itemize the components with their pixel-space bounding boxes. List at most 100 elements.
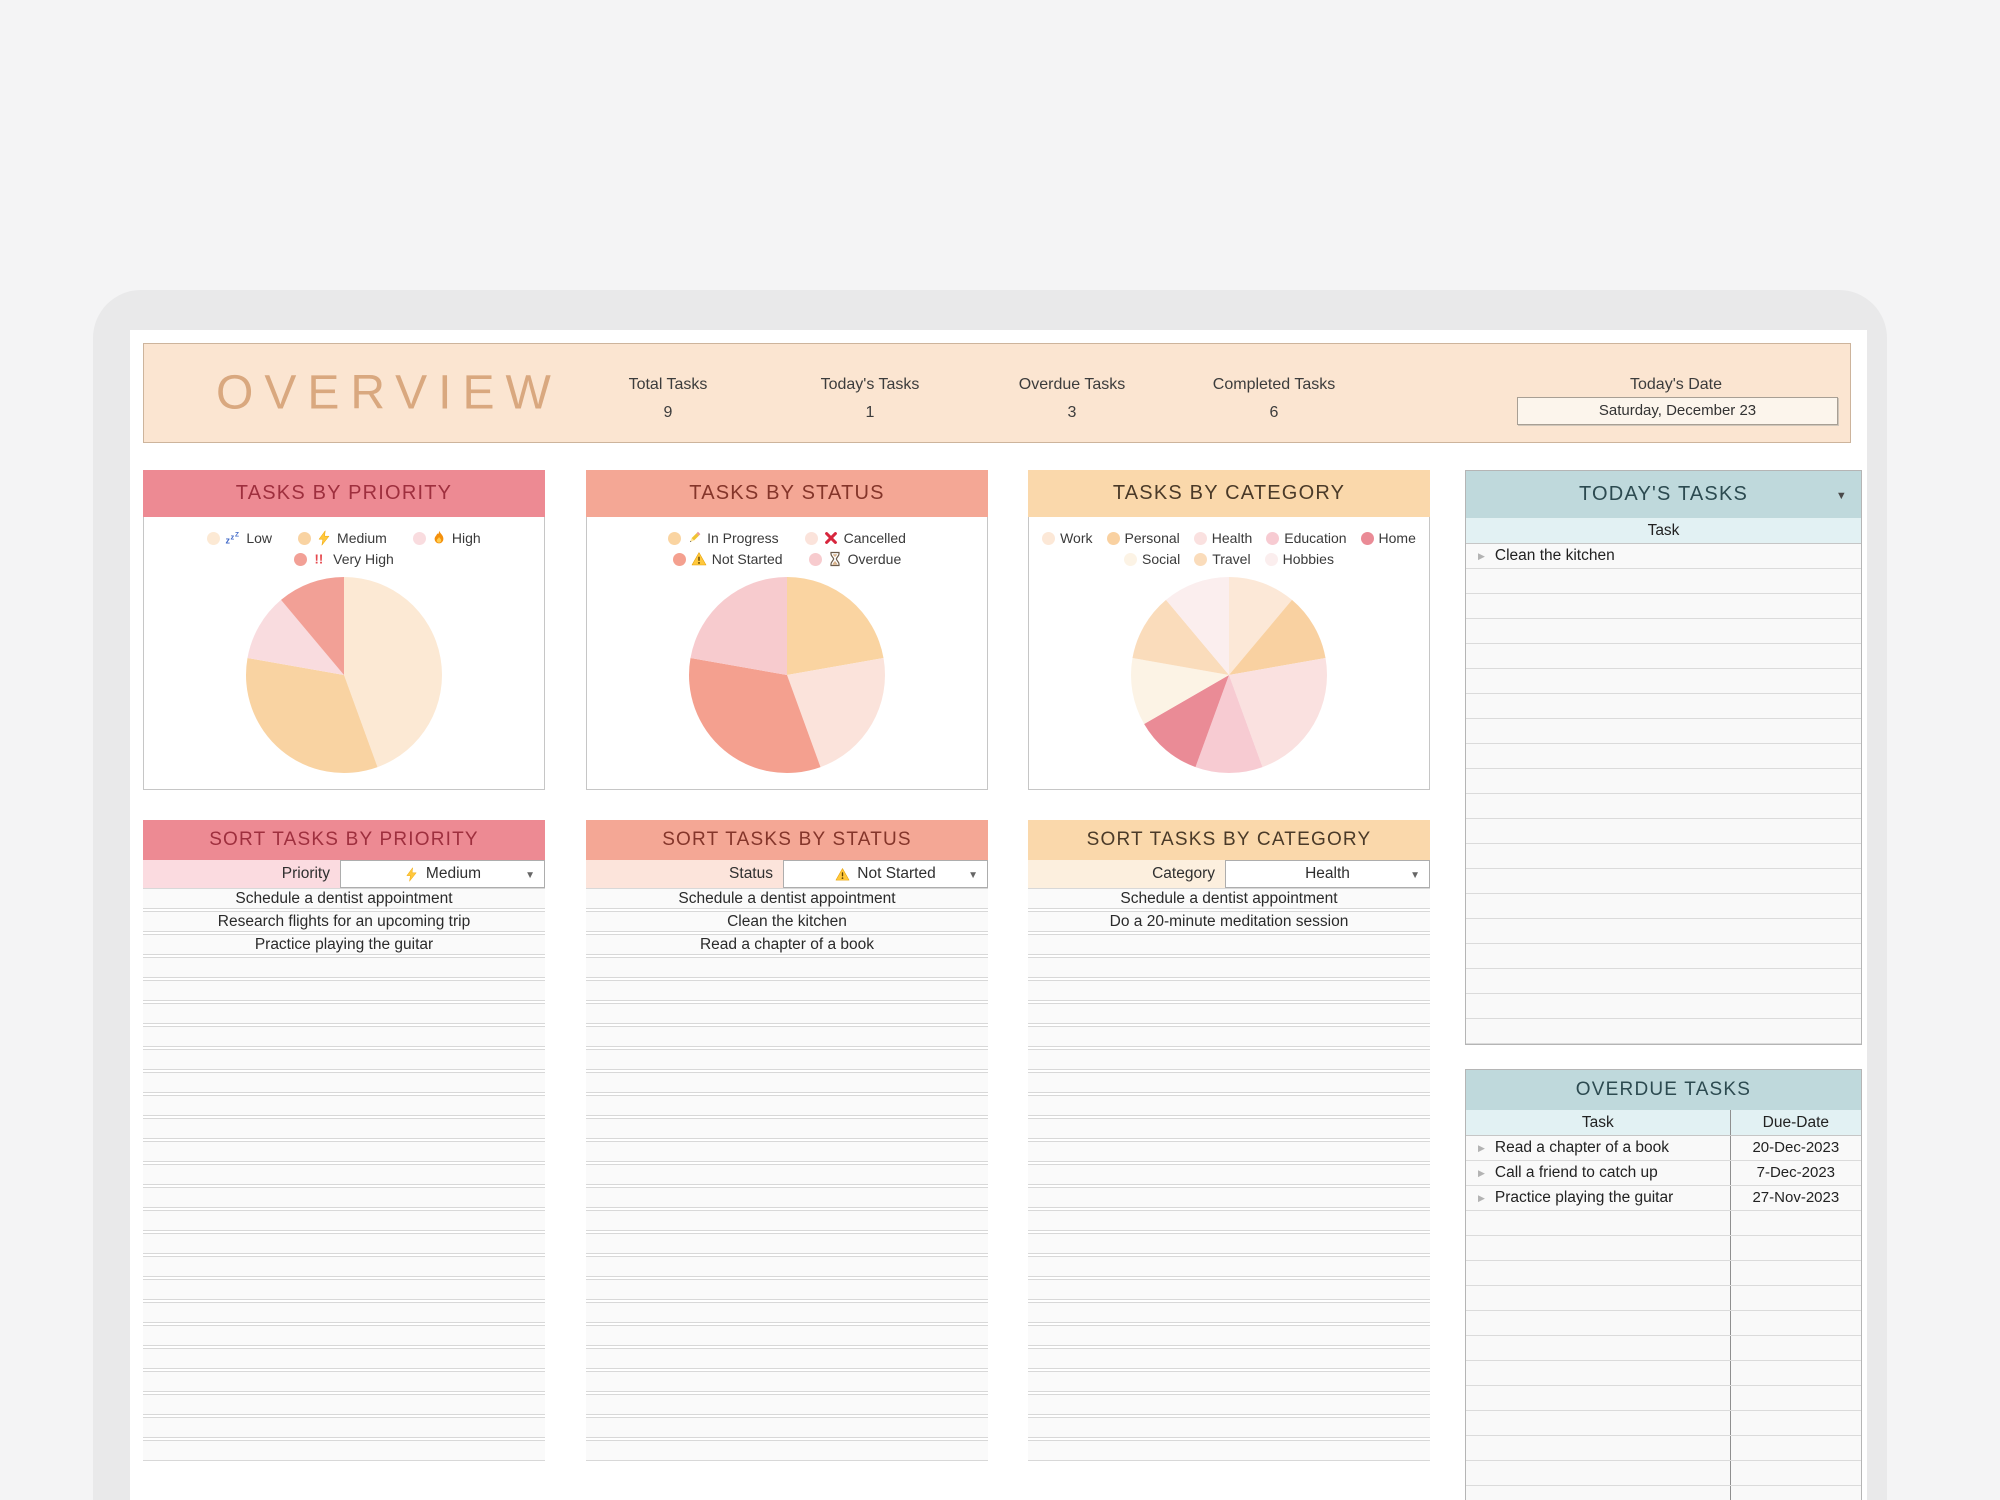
task-row[interactable]: Do a 20-minute meditation session	[1028, 911, 1430, 932]
empty-row	[586, 1095, 988, 1116]
empty-task-cell	[1466, 1286, 1730, 1310]
empty-task-cell	[1466, 1336, 1730, 1360]
stat-overdue-tasks: Overdue Tasks 3	[1018, 376, 1126, 421]
empty-row	[143, 1371, 545, 1392]
tasks-by-category-header: TASKS BY CATEGORY	[1028, 470, 1430, 517]
empty-duedate-cell	[1729, 1286, 1861, 1310]
task-row[interactable]: Schedule a dentist appointment	[586, 888, 988, 909]
empty-row	[143, 1233, 545, 1254]
task-row[interactable]: ▶ Clean the kitchen	[1466, 544, 1861, 569]
empty-row	[1028, 934, 1430, 955]
overdue-task-cell[interactable]: ▶ Call a friend to catch up	[1466, 1161, 1730, 1185]
legend-item: Overdue	[808, 551, 902, 567]
legend-label: High	[451, 530, 481, 546]
category-filter-value: Health	[1305, 865, 1350, 882]
empty-duedate-cell	[1729, 1236, 1861, 1260]
empty-row	[1466, 919, 1861, 944]
status-filter-dropdown[interactable]: Not Started	[783, 860, 988, 888]
chevron-down-icon	[1410, 865, 1420, 883]
warning-icon	[691, 551, 707, 567]
legend-item: Hobbies	[1264, 551, 1334, 567]
empty-row	[1466, 1211, 1861, 1236]
empty-row	[143, 1003, 545, 1024]
empty-row	[1466, 1286, 1861, 1311]
empty-row	[143, 1118, 545, 1139]
legend-dot	[1266, 531, 1280, 545]
task-row[interactable]: Clean the kitchen	[586, 911, 988, 932]
overdue-tasks-header: OVERDUE TASKS	[1466, 1070, 1861, 1110]
empty-row	[143, 957, 545, 978]
status-filter-label: Status	[586, 860, 783, 888]
overdue-duedate-cell[interactable]: 27-Nov-2023	[1729, 1186, 1861, 1210]
task-row[interactable]: Practice playing the guitar	[143, 934, 545, 955]
status-legend: In Progress Cancelled Not Started Overdue	[627, 517, 947, 567]
overdue-duedate-cell[interactable]: 7-Dec-2023	[1729, 1161, 1861, 1185]
empty-row	[143, 1026, 545, 1047]
task-row[interactable]: Schedule a dentist appointment	[143, 888, 545, 909]
stat-completed-tasks: Completed Tasks 6	[1212, 376, 1336, 421]
legend-label: In Progress	[707, 530, 779, 546]
empty-row	[1028, 1141, 1430, 1162]
tasks-by-priority-header: TASKS BY PRIORITY	[143, 470, 545, 517]
tasks-by-status-header: TASKS BY STATUS	[586, 470, 988, 517]
double-exclamation-icon: !!	[312, 551, 328, 567]
empty-row	[586, 1118, 988, 1139]
empty-duedate-cell	[1729, 1311, 1861, 1335]
status-task-list: Schedule a dentist appointment Clean the …	[586, 888, 988, 1461]
overdue-tasks-panel: OVERDUE TASKS Task Due-Date ▶ Read a chap…	[1465, 1069, 1862, 1500]
empty-row	[586, 1049, 988, 1070]
pie-slice-personal	[1229, 599, 1326, 675]
legend-dot	[294, 552, 308, 566]
task-row[interactable]: Research flights for an upcoming trip	[143, 911, 545, 932]
stat-total-tasks: Total Tasks 9	[628, 376, 708, 421]
overdue-duedate-cell[interactable]: 20-Dec-2023	[1729, 1136, 1861, 1160]
priority-chart-body: z z Z Low Medium High!! Very High	[143, 517, 545, 790]
pie-slice-hobbies	[1166, 577, 1229, 675]
chevron-down-icon	[968, 865, 978, 883]
empty-row	[1028, 1003, 1430, 1024]
empty-task-cell	[1466, 1411, 1730, 1435]
empty-row	[143, 1302, 545, 1323]
category-filter-dropdown[interactable]: Health	[1225, 860, 1430, 888]
task-row[interactable]: Schedule a dentist appointment	[1028, 888, 1430, 909]
legend-item: Not Started	[672, 551, 783, 567]
empty-row	[1028, 1187, 1430, 1208]
legend-label: Medium	[337, 530, 387, 546]
overview-header-bar: OVERVIEW Total Tasks 9 Today's Tasks 1 O…	[143, 343, 1851, 443]
svg-text:z: z	[226, 536, 231, 546]
legend-label: Cancelled	[843, 530, 906, 546]
empty-row	[143, 1279, 545, 1300]
empty-row	[1466, 644, 1861, 669]
legend-item: Work	[1042, 530, 1093, 546]
empty-row	[1028, 1118, 1430, 1139]
pencil-icon	[686, 530, 702, 546]
legend-dot	[808, 552, 822, 566]
todays-tasks-header: TODAY'S TASKS	[1466, 471, 1861, 518]
legend-item: Medium	[298, 530, 387, 546]
dropdown-arrow-icon[interactable]	[1836, 470, 1848, 520]
empty-task-cell	[1466, 1311, 1730, 1335]
legend-label: Not Started	[711, 551, 783, 567]
empty-task-cell	[1466, 1236, 1730, 1260]
empty-row	[586, 980, 988, 1001]
empty-row	[586, 1141, 988, 1162]
empty-row	[1466, 1236, 1861, 1261]
todays-tasks-panel: TODAY'S TASKS Task ▶ Clean the kitchen	[1465, 470, 1862, 1045]
todays-date-cell[interactable]: Saturday, December 23	[1517, 397, 1838, 425]
empty-row	[1028, 1348, 1430, 1369]
priority-filter-dropdown[interactable]: Medium	[340, 860, 545, 888]
empty-row	[1028, 1164, 1430, 1185]
overdue-task-cell[interactable]: ▶ Read a chapter of a book	[1466, 1136, 1730, 1160]
task-row[interactable]: Read a chapter of a book	[586, 934, 988, 955]
legend-item: In Progress	[668, 530, 779, 546]
cross-icon	[823, 530, 839, 546]
sort-by-priority-header: SORT TASKS BY PRIORITY	[143, 820, 545, 860]
warning-icon	[835, 867, 850, 882]
empty-row	[1466, 1386, 1861, 1411]
legend-label: Overdue	[847, 551, 902, 567]
empty-row	[1028, 980, 1430, 1001]
hourglass-icon	[827, 551, 843, 567]
legend-label: Hobbies	[1282, 551, 1334, 567]
overdue-task-cell[interactable]: ▶ Practice playing the guitar	[1466, 1186, 1730, 1210]
empty-row	[1466, 569, 1861, 594]
